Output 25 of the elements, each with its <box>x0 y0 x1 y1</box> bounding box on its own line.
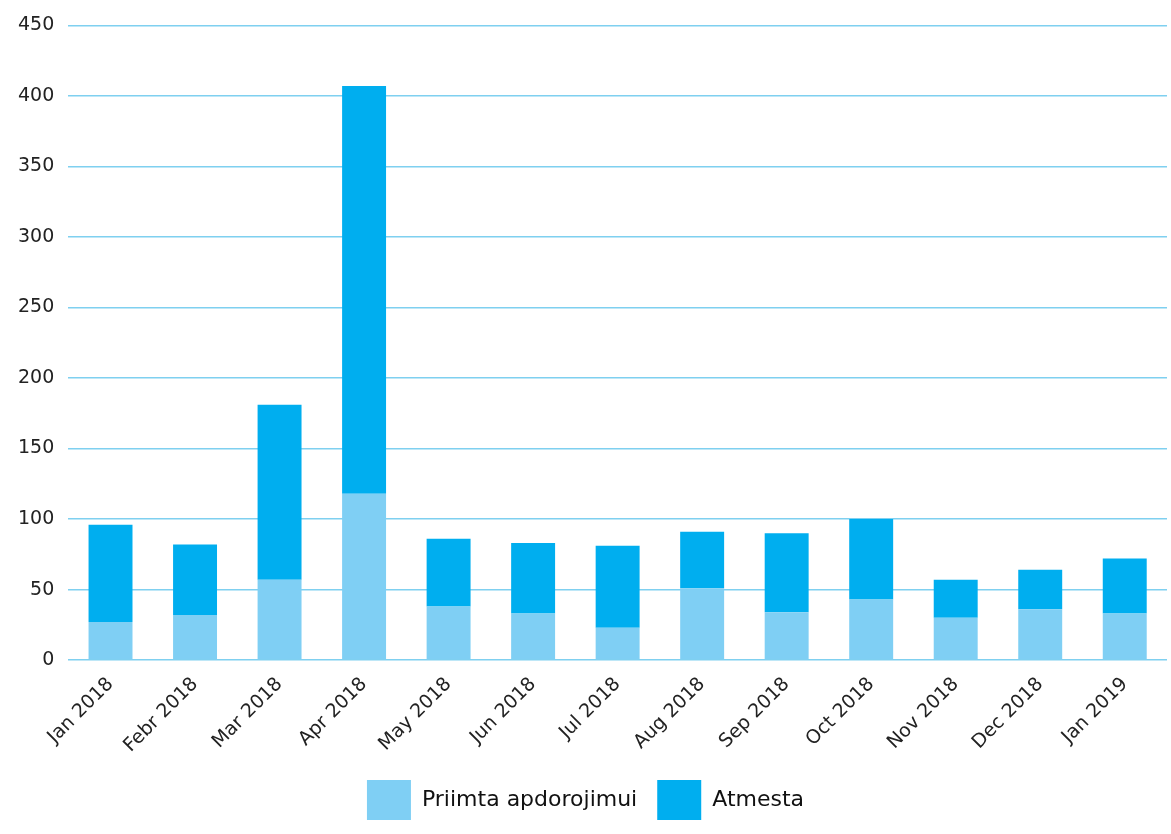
bar <box>933 579 978 618</box>
legend-label: Priimta apdorojimui <box>421 785 638 811</box>
y-tick-label: 350 <box>18 153 55 176</box>
bar <box>426 538 471 607</box>
y-tick-label: 100 <box>18 506 55 528</box>
bar <box>511 543 556 614</box>
y-tick-label: 200 <box>18 364 55 387</box>
bar <box>342 86 387 494</box>
bar <box>1018 569 1063 610</box>
y-tick-label: 250 <box>18 294 55 317</box>
y-tick-label: 400 <box>18 82 55 105</box>
bar <box>257 404 302 580</box>
bar <box>173 544 218 615</box>
bar <box>88 524 133 623</box>
bar <box>595 545 640 628</box>
y-tick-label: 450 <box>18 12 55 35</box>
y-tick-label: 300 <box>18 223 55 246</box>
bar <box>764 533 809 613</box>
y-tick-label: 150 <box>18 435 55 458</box>
y-tick-label: 50 <box>30 576 55 599</box>
bar <box>849 519 894 600</box>
bar <box>1102 558 1147 614</box>
legend-label: Atmesta <box>712 785 805 811</box>
y-tick-label: 0 <box>42 647 55 670</box>
bar <box>680 531 725 589</box>
